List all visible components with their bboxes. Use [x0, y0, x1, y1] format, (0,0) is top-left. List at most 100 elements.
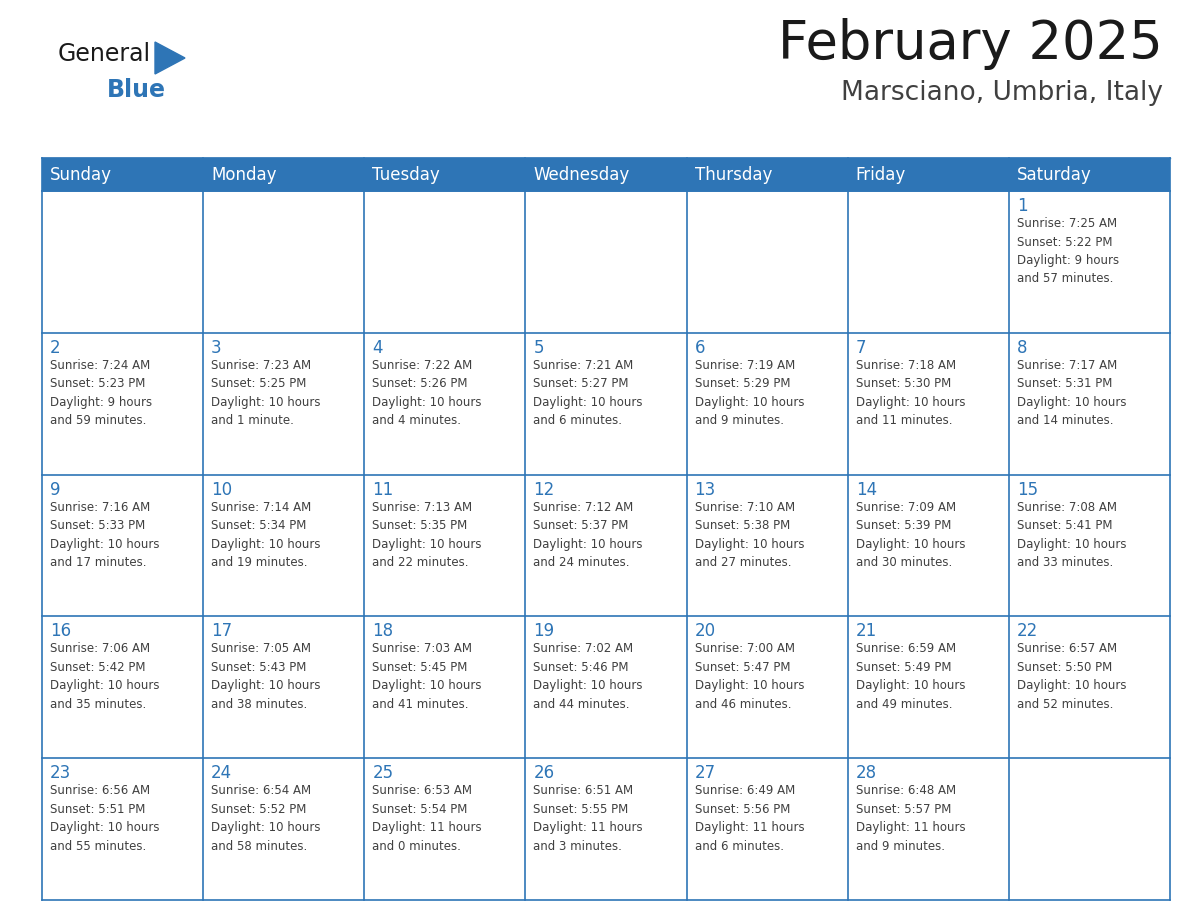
Bar	[203, 191, 365, 333]
Text: 25: 25	[372, 764, 393, 782]
Bar	[42, 158, 1170, 191]
Text: 2: 2	[50, 339, 61, 357]
Text: February 2025: February 2025	[778, 18, 1163, 70]
Bar	[365, 475, 525, 616]
Text: Sunrise: 6:56 AM
Sunset: 5:51 PM
Daylight: 10 hours
and 55 minutes.: Sunrise: 6:56 AM Sunset: 5:51 PM Dayligh…	[50, 784, 159, 853]
Text: 10: 10	[211, 481, 233, 498]
Bar	[1009, 475, 1170, 616]
Text: Sunrise: 7:19 AM
Sunset: 5:29 PM
Daylight: 10 hours
and 9 minutes.: Sunrise: 7:19 AM Sunset: 5:29 PM Dayligh…	[695, 359, 804, 427]
Bar	[687, 475, 848, 616]
Text: 14: 14	[855, 481, 877, 498]
Bar	[525, 475, 687, 616]
Bar	[365, 616, 525, 758]
Bar	[687, 191, 848, 333]
Text: Sunrise: 7:05 AM
Sunset: 5:43 PM
Daylight: 10 hours
and 38 minutes.: Sunrise: 7:05 AM Sunset: 5:43 PM Dayligh…	[211, 643, 321, 711]
Bar	[1009, 758, 1170, 900]
Text: Marsciano, Umbria, Italy: Marsciano, Umbria, Italy	[841, 80, 1163, 106]
Text: 9: 9	[50, 481, 61, 498]
Bar	[365, 333, 525, 475]
Polygon shape	[154, 42, 185, 74]
Bar	[848, 475, 1009, 616]
Text: 20: 20	[695, 622, 715, 641]
Text: Sunrise: 6:59 AM
Sunset: 5:49 PM
Daylight: 10 hours
and 49 minutes.: Sunrise: 6:59 AM Sunset: 5:49 PM Dayligh…	[855, 643, 965, 711]
Bar	[42, 475, 203, 616]
Text: 4: 4	[372, 339, 383, 357]
Text: Sunrise: 6:57 AM
Sunset: 5:50 PM
Daylight: 10 hours
and 52 minutes.: Sunrise: 6:57 AM Sunset: 5:50 PM Dayligh…	[1017, 643, 1126, 711]
Text: Monday: Monday	[211, 165, 277, 184]
Text: Thursday: Thursday	[695, 165, 772, 184]
Bar	[848, 191, 1009, 333]
Text: 8: 8	[1017, 339, 1028, 357]
Text: Sunrise: 7:18 AM
Sunset: 5:30 PM
Daylight: 10 hours
and 11 minutes.: Sunrise: 7:18 AM Sunset: 5:30 PM Dayligh…	[855, 359, 965, 427]
Text: 5: 5	[533, 339, 544, 357]
Text: 24: 24	[211, 764, 233, 782]
Text: 21: 21	[855, 622, 877, 641]
Text: Sunrise: 7:24 AM
Sunset: 5:23 PM
Daylight: 9 hours
and 59 minutes.: Sunrise: 7:24 AM Sunset: 5:23 PM Dayligh…	[50, 359, 152, 427]
Text: 26: 26	[533, 764, 555, 782]
Text: Sunrise: 7:10 AM
Sunset: 5:38 PM
Daylight: 10 hours
and 27 minutes.: Sunrise: 7:10 AM Sunset: 5:38 PM Dayligh…	[695, 500, 804, 569]
Text: 7: 7	[855, 339, 866, 357]
Bar	[848, 333, 1009, 475]
Text: Sunrise: 6:54 AM
Sunset: 5:52 PM
Daylight: 10 hours
and 58 minutes.: Sunrise: 6:54 AM Sunset: 5:52 PM Dayligh…	[211, 784, 321, 853]
Text: 27: 27	[695, 764, 715, 782]
Text: 19: 19	[533, 622, 555, 641]
Text: Sunrise: 7:25 AM
Sunset: 5:22 PM
Daylight: 9 hours
and 57 minutes.: Sunrise: 7:25 AM Sunset: 5:22 PM Dayligh…	[1017, 217, 1119, 285]
Text: Sunrise: 6:53 AM
Sunset: 5:54 PM
Daylight: 11 hours
and 0 minutes.: Sunrise: 6:53 AM Sunset: 5:54 PM Dayligh…	[372, 784, 482, 853]
Text: Saturday: Saturday	[1017, 165, 1092, 184]
Bar	[203, 758, 365, 900]
Text: Sunrise: 7:03 AM
Sunset: 5:45 PM
Daylight: 10 hours
and 41 minutes.: Sunrise: 7:03 AM Sunset: 5:45 PM Dayligh…	[372, 643, 482, 711]
Text: Sunrise: 7:09 AM
Sunset: 5:39 PM
Daylight: 10 hours
and 30 minutes.: Sunrise: 7:09 AM Sunset: 5:39 PM Dayligh…	[855, 500, 965, 569]
Text: Tuesday: Tuesday	[372, 165, 440, 184]
Text: Sunrise: 7:21 AM
Sunset: 5:27 PM
Daylight: 10 hours
and 6 minutes.: Sunrise: 7:21 AM Sunset: 5:27 PM Dayligh…	[533, 359, 643, 427]
Text: Sunrise: 7:22 AM
Sunset: 5:26 PM
Daylight: 10 hours
and 4 minutes.: Sunrise: 7:22 AM Sunset: 5:26 PM Dayligh…	[372, 359, 482, 427]
Text: Sunrise: 7:12 AM
Sunset: 5:37 PM
Daylight: 10 hours
and 24 minutes.: Sunrise: 7:12 AM Sunset: 5:37 PM Dayligh…	[533, 500, 643, 569]
Text: 11: 11	[372, 481, 393, 498]
Text: Sunrise: 7:02 AM
Sunset: 5:46 PM
Daylight: 10 hours
and 44 minutes.: Sunrise: 7:02 AM Sunset: 5:46 PM Dayligh…	[533, 643, 643, 711]
Text: 18: 18	[372, 622, 393, 641]
Text: Wednesday: Wednesday	[533, 165, 630, 184]
Text: 28: 28	[855, 764, 877, 782]
Text: Sunrise: 6:48 AM
Sunset: 5:57 PM
Daylight: 11 hours
and 9 minutes.: Sunrise: 6:48 AM Sunset: 5:57 PM Dayligh…	[855, 784, 966, 853]
Text: Sunrise: 7:13 AM
Sunset: 5:35 PM
Daylight: 10 hours
and 22 minutes.: Sunrise: 7:13 AM Sunset: 5:35 PM Dayligh…	[372, 500, 482, 569]
Bar	[365, 758, 525, 900]
Bar	[1009, 191, 1170, 333]
Bar	[203, 616, 365, 758]
Text: Sunrise: 6:49 AM
Sunset: 5:56 PM
Daylight: 11 hours
and 6 minutes.: Sunrise: 6:49 AM Sunset: 5:56 PM Dayligh…	[695, 784, 804, 853]
Bar	[525, 758, 687, 900]
Bar	[1009, 333, 1170, 475]
Text: Sunrise: 7:17 AM
Sunset: 5:31 PM
Daylight: 10 hours
and 14 minutes.: Sunrise: 7:17 AM Sunset: 5:31 PM Dayligh…	[1017, 359, 1126, 427]
Text: 23: 23	[50, 764, 71, 782]
Bar	[42, 191, 203, 333]
Text: Sunrise: 6:51 AM
Sunset: 5:55 PM
Daylight: 11 hours
and 3 minutes.: Sunrise: 6:51 AM Sunset: 5:55 PM Dayligh…	[533, 784, 643, 853]
Text: Blue: Blue	[107, 78, 166, 102]
Bar	[848, 616, 1009, 758]
Bar	[203, 475, 365, 616]
Text: Sunrise: 7:16 AM
Sunset: 5:33 PM
Daylight: 10 hours
and 17 minutes.: Sunrise: 7:16 AM Sunset: 5:33 PM Dayligh…	[50, 500, 159, 569]
Text: 13: 13	[695, 481, 716, 498]
Text: Sunrise: 7:00 AM
Sunset: 5:47 PM
Daylight: 10 hours
and 46 minutes.: Sunrise: 7:00 AM Sunset: 5:47 PM Dayligh…	[695, 643, 804, 711]
Text: Sunday: Sunday	[50, 165, 112, 184]
Bar	[525, 333, 687, 475]
Bar	[687, 758, 848, 900]
Text: 6: 6	[695, 339, 704, 357]
Bar	[525, 191, 687, 333]
Text: 1: 1	[1017, 197, 1028, 215]
Bar	[848, 758, 1009, 900]
Text: 15: 15	[1017, 481, 1038, 498]
Bar	[42, 333, 203, 475]
Text: 3: 3	[211, 339, 222, 357]
Bar	[203, 333, 365, 475]
Bar	[525, 616, 687, 758]
Text: 12: 12	[533, 481, 555, 498]
Text: 16: 16	[50, 622, 71, 641]
Bar	[42, 758, 203, 900]
Bar	[1009, 616, 1170, 758]
Text: 17: 17	[211, 622, 233, 641]
Bar	[687, 333, 848, 475]
Text: 22: 22	[1017, 622, 1038, 641]
Text: Friday: Friday	[855, 165, 906, 184]
Text: Sunrise: 7:14 AM
Sunset: 5:34 PM
Daylight: 10 hours
and 19 minutes.: Sunrise: 7:14 AM Sunset: 5:34 PM Dayligh…	[211, 500, 321, 569]
Bar	[365, 191, 525, 333]
Text: General: General	[58, 42, 151, 66]
Text: Sunrise: 7:23 AM
Sunset: 5:25 PM
Daylight: 10 hours
and 1 minute.: Sunrise: 7:23 AM Sunset: 5:25 PM Dayligh…	[211, 359, 321, 427]
